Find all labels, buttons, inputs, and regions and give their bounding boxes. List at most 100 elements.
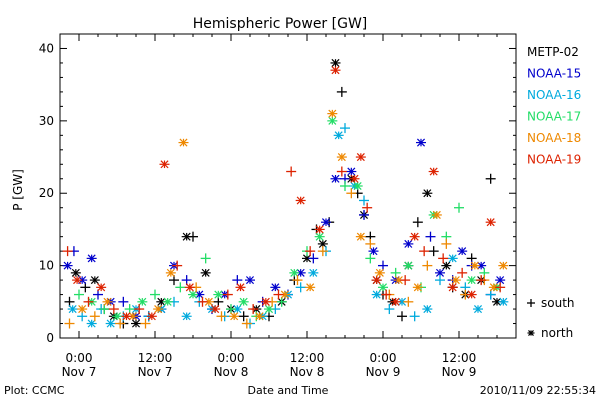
south-marker [238, 311, 249, 322]
north-marker [181, 312, 192, 321]
south-marker [340, 181, 350, 191]
south-marker [359, 209, 369, 220]
north-marker [327, 109, 338, 118]
y-tick-label: 20 [39, 186, 54, 200]
south-marker [286, 166, 297, 177]
series-noaa-19 [62, 66, 506, 321]
south-marker [336, 86, 347, 97]
north-marker [469, 261, 480, 270]
north-marker [112, 312, 122, 321]
legend-entry: METP-02 [527, 45, 579, 59]
south-marker [108, 304, 119, 315]
south-marker [336, 166, 347, 177]
x-tick-time-label: 12:00 [138, 351, 173, 365]
north-marker [314, 232, 325, 241]
south-marker [77, 311, 88, 322]
south-marker [273, 289, 284, 300]
south-marker [62, 246, 73, 257]
south-marker [438, 253, 449, 264]
north-marker [270, 283, 281, 292]
legend-entry: NOAA-18 [527, 131, 581, 145]
south-marker [150, 289, 160, 300]
north-marker [527, 330, 535, 336]
north-marker [355, 153, 366, 162]
north-marker [260, 297, 271, 306]
south-marker [222, 289, 233, 300]
north-marker [371, 290, 382, 299]
north-marker [485, 218, 496, 227]
x-tick-time-label: 0:00 [66, 351, 93, 365]
south-marker [89, 311, 100, 322]
north-marker [327, 116, 338, 125]
x-tick-date-label: Nov 8 [214, 365, 249, 379]
y-tick-label: 10 [39, 259, 54, 273]
north-marker [86, 319, 97, 328]
north-marker [498, 297, 509, 306]
north-marker [330, 66, 341, 75]
north-marker [403, 261, 414, 270]
y-axis-label: P [GW] [11, 169, 25, 211]
north-marker [457, 247, 468, 256]
marker-legend-label: south [541, 296, 575, 310]
data-points [62, 58, 509, 329]
north-marker [403, 239, 414, 248]
south-marker [381, 289, 392, 300]
x-tick-time-label: 0:00 [370, 351, 397, 365]
north-marker [229, 312, 240, 321]
south-marker [140, 318, 151, 329]
y-tick-label: 40 [39, 41, 54, 55]
north-marker [137, 297, 148, 306]
series-noaa-18 [64, 109, 509, 329]
north-marker [188, 290, 198, 299]
north-marker [159, 160, 170, 169]
north-marker [368, 247, 379, 256]
south-marker [425, 231, 436, 242]
north-marker [441, 261, 452, 270]
north-marker [178, 138, 189, 147]
north-marker [378, 283, 388, 292]
north-marker [96, 283, 107, 292]
north-marker [131, 319, 141, 328]
south-marker [485, 173, 496, 184]
north-marker [498, 261, 509, 270]
north-marker [184, 283, 195, 292]
south-marker [409, 311, 420, 322]
north-marker [412, 283, 423, 292]
legend-entry: NOAA-17 [527, 110, 581, 124]
north-marker [416, 138, 426, 147]
north-marker [390, 297, 401, 306]
north-marker [305, 283, 316, 292]
south-marker [412, 217, 423, 228]
north-marker [333, 131, 344, 140]
north-marker [86, 254, 97, 263]
series-noaa-15 [62, 138, 506, 322]
north-marker [330, 174, 341, 183]
legend-entry: NOAA-15 [527, 67, 581, 81]
north-marker [105, 319, 116, 328]
north-marker [409, 232, 420, 241]
y-tick-label: 0 [46, 331, 54, 345]
x-tick-date-label: Nov 7 [62, 365, 97, 379]
south-marker [397, 311, 407, 322]
south-marker [441, 238, 452, 249]
north-marker [264, 305, 274, 314]
south-marker [74, 289, 84, 300]
north-marker [450, 276, 461, 285]
south-marker [134, 304, 145, 315]
north-marker [254, 312, 265, 321]
north-marker [352, 181, 363, 191]
north-marker [308, 268, 319, 277]
north-marker [447, 254, 458, 263]
north-marker [210, 305, 221, 314]
south-marker [365, 238, 376, 249]
north-marker [89, 276, 100, 285]
north-marker [393, 276, 404, 285]
x-tick-date-label: Nov 8 [290, 365, 325, 379]
north-marker [235, 283, 246, 292]
south-marker [200, 253, 211, 264]
chart-title: Hemispheric Power [GW] [193, 16, 368, 32]
north-marker [397, 297, 407, 306]
south-marker [83, 296, 94, 307]
north-marker [102, 297, 113, 306]
north-marker [295, 196, 306, 205]
